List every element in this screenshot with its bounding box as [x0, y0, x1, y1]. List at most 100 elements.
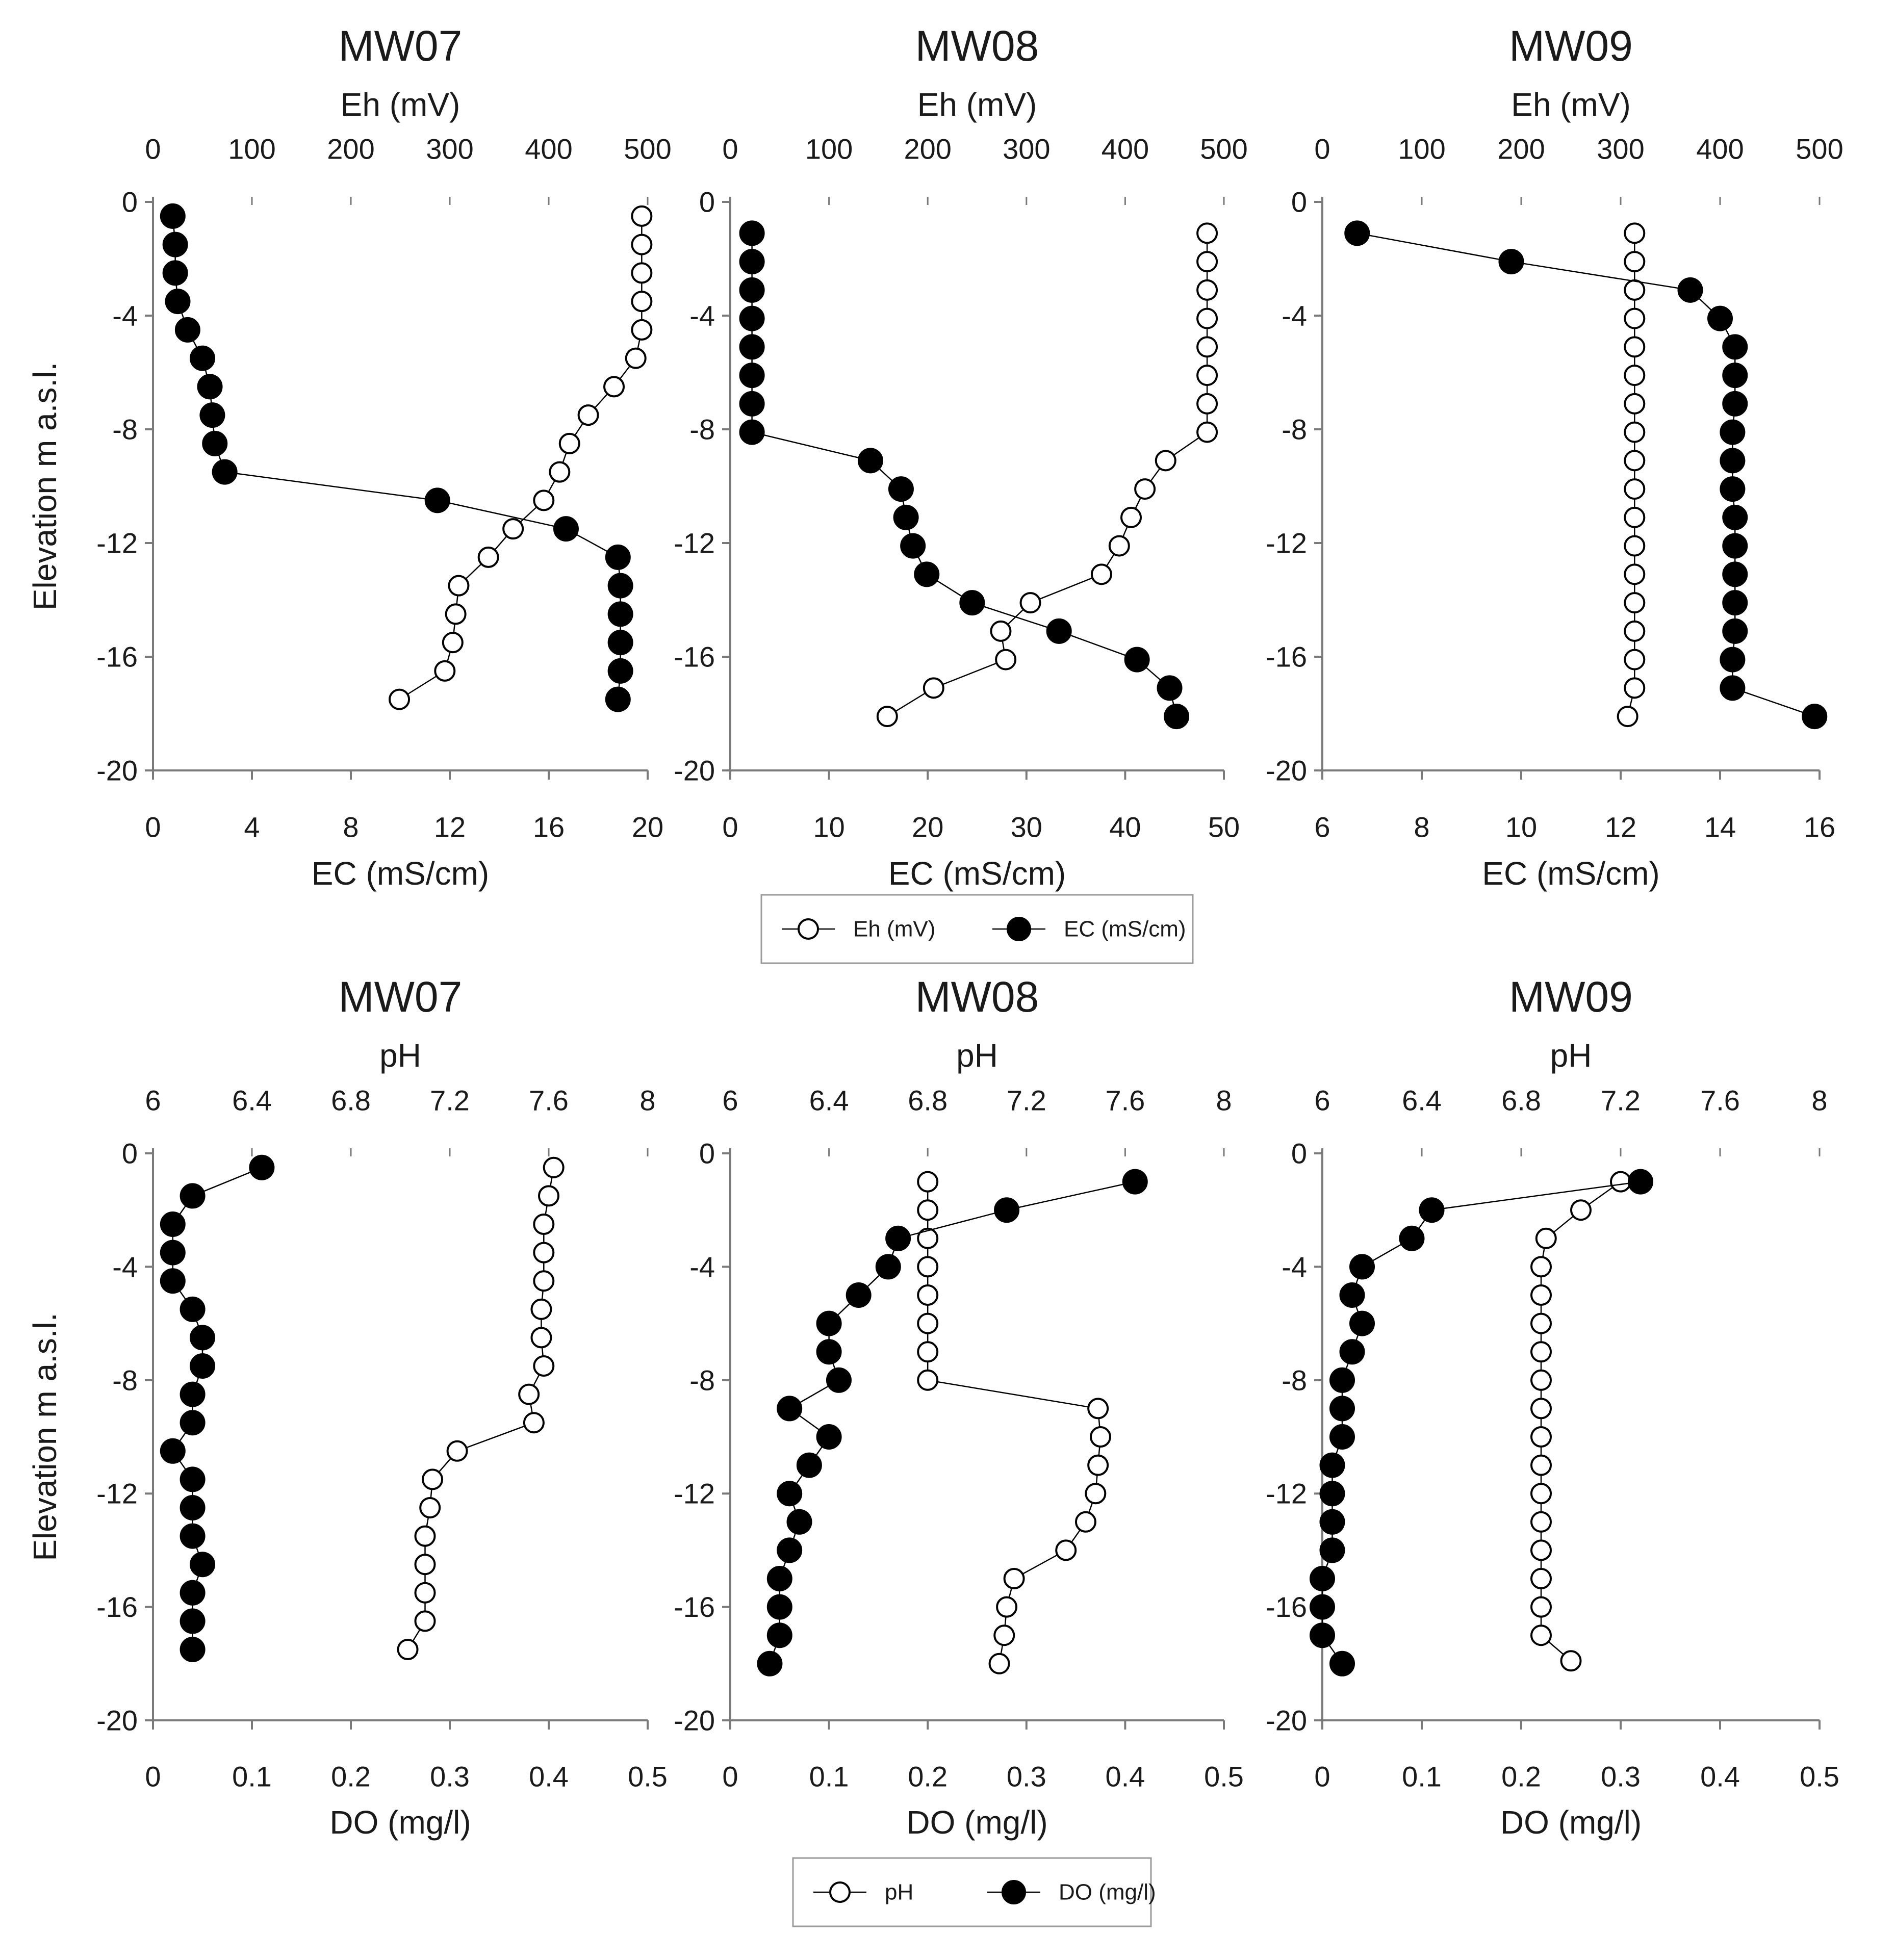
data-point-filled: [739, 277, 765, 303]
y-tick-label: 0: [122, 186, 138, 218]
top-tick-label: 300: [1003, 133, 1050, 165]
data-point-open: [422, 1468, 444, 1490]
data-point-open: [1530, 1369, 1552, 1391]
data-point-filled: [1720, 448, 1746, 474]
y-tick-label: -20: [674, 1705, 715, 1737]
top-tick-label: 6.8: [331, 1085, 371, 1117]
data-point-filled: [160, 203, 186, 229]
data-point-filled: [180, 1495, 206, 1520]
data-point-open: [876, 706, 898, 728]
data-point-open: [917, 1256, 939, 1278]
data-point-open: [1624, 677, 1646, 699]
data-point-filled: [994, 1197, 1020, 1223]
series-line: [751, 233, 1177, 717]
bottom-tick-label: 4: [244, 811, 260, 843]
data-point-open: [1134, 478, 1156, 500]
data-point-open: [1155, 450, 1176, 472]
top-tick-label: 6.8: [908, 1085, 948, 1117]
y-tick-label: -12: [1266, 1478, 1307, 1510]
bottom-tick-label: 8: [1414, 811, 1429, 843]
legend-label: Eh (mV): [853, 917, 935, 942]
data-point-filled: [766, 1622, 792, 1648]
data-point-filled: [1310, 1594, 1335, 1620]
data-point-filled: [605, 686, 631, 712]
data-point-filled: [607, 658, 633, 684]
data-point-filled: [739, 363, 765, 389]
top-tick-label: 7.6: [1700, 1085, 1740, 1117]
data-point-open: [1003, 1568, 1025, 1589]
data-point-open: [1196, 336, 1218, 358]
bottom-tick-label: 10: [1505, 811, 1537, 843]
data-point-open: [1624, 563, 1646, 585]
data-point-open: [1196, 279, 1218, 301]
legend-label: pH: [885, 1880, 913, 1905]
chart-panel: MW07 0 -4 -8 -12 -16 -20 6 6.4 6.8 7.2 7.6 8 pH 0 0.1 0.…: [27, 973, 668, 1841]
bottom-tick-label: 20: [912, 811, 943, 843]
top-tick-label: 400: [1102, 133, 1149, 165]
data-point-open: [1610, 1171, 1631, 1193]
data-point-open: [533, 1355, 555, 1377]
data-point-filled: [739, 220, 765, 246]
legend-marker-filled: [1002, 1880, 1026, 1904]
bottom-tick-label: 20: [632, 811, 663, 843]
bottom-tick-label: 0: [722, 811, 738, 843]
data-point-open: [1055, 1539, 1077, 1561]
data-point-filled: [777, 1537, 803, 1563]
data-point-open: [1530, 1312, 1552, 1334]
series-line: [1627, 233, 1635, 717]
data-point-open: [1624, 222, 1646, 244]
data-point-filled: [1319, 1509, 1345, 1535]
data-point-open: [988, 1653, 1010, 1674]
y-axis-title: Elevation m a.s.l.: [27, 362, 63, 610]
data-point-filled: [1329, 1396, 1355, 1422]
panel-title: MW07: [339, 22, 463, 70]
y-tick-label: 0: [699, 1138, 715, 1170]
data-point-filled: [1720, 675, 1746, 701]
data-point-open: [1570, 1199, 1592, 1221]
data-point-filled: [190, 345, 215, 371]
top-tick-label: 7.6: [1105, 1085, 1145, 1117]
data-point-filled: [1329, 1367, 1355, 1393]
bottom-tick-label: 0.1: [809, 1761, 849, 1793]
data-point-open: [631, 291, 653, 313]
y-tick-label: -8: [112, 414, 138, 446]
data-point-filled: [180, 1466, 206, 1492]
bottom-tick-label: 40: [1109, 811, 1141, 843]
y-tick-label: -16: [1266, 641, 1307, 673]
data-point-open: [917, 1369, 939, 1391]
data-point-filled: [174, 317, 200, 343]
top-axis-title: pH: [379, 1037, 421, 1074]
bottom-tick-label: 0.2: [331, 1761, 371, 1793]
data-point-open: [1530, 1454, 1552, 1476]
y-tick-label: -16: [96, 1591, 138, 1623]
data-point-open: [1624, 393, 1646, 415]
data-point-filled: [739, 391, 765, 417]
data-point-filled: [1722, 618, 1748, 644]
data-point-filled: [888, 476, 914, 502]
y-tick-label: -16: [674, 1591, 715, 1623]
data-point-open: [389, 688, 411, 710]
top-axis-title: pH: [956, 1037, 998, 1074]
data-point-filled: [160, 1211, 186, 1237]
legend-label: DO (mg/l): [1059, 1880, 1156, 1905]
data-point-filled: [180, 1381, 206, 1407]
data-point-open: [1090, 563, 1112, 585]
data-point-open: [446, 1440, 468, 1462]
bottom-axis-title: EC (mS/cm): [1482, 855, 1659, 892]
data-point-open: [523, 1412, 545, 1434]
data-point-open: [1530, 1539, 1552, 1561]
data-point-filled: [1722, 533, 1748, 559]
data-point-open: [1090, 1426, 1111, 1448]
bottom-tick-label: 0.4: [1105, 1761, 1145, 1793]
data-point-open: [419, 1497, 441, 1518]
data-point-open: [990, 620, 1012, 642]
data-point-open: [1196, 251, 1218, 273]
data-point-filled: [816, 1339, 842, 1365]
data-point-filled: [199, 402, 225, 428]
y-tick-label: -4: [689, 300, 715, 332]
data-point-filled: [739, 249, 765, 275]
bottom-tick-label: 8: [343, 811, 358, 843]
chart-panel: MW08 0 -4 -8 -12 -16 -20 6 6.4 6.8 7.2 7.6 8 pH 0 0.1 0.…: [674, 973, 1244, 1841]
y-axis-title: Elevation m a.s.l.: [27, 1312, 63, 1561]
